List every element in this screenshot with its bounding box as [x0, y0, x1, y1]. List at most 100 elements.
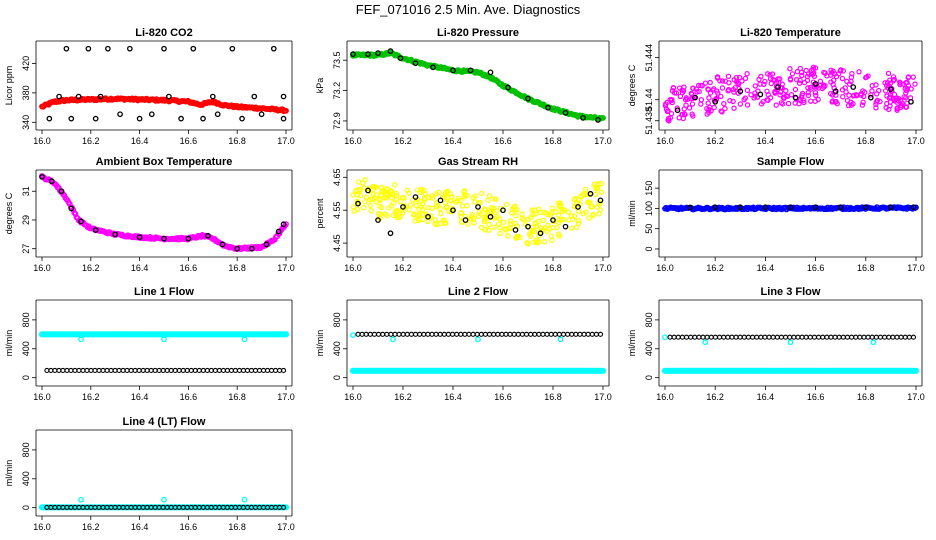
x-tick-label: 16.0 — [33, 136, 51, 146]
data-point — [161, 235, 167, 242]
data-point — [493, 196, 499, 202]
data-point — [378, 184, 385, 191]
data-point — [509, 210, 515, 216]
data-point — [373, 192, 380, 198]
data-point — [280, 115, 287, 122]
x-tick-label: 16.6 — [494, 136, 512, 146]
y-tick-label: 800 — [21, 312, 31, 327]
data-point — [96, 367, 102, 373]
data-point — [750, 334, 756, 340]
data-point — [482, 207, 489, 213]
x-tick-label: 16.4 — [757, 392, 775, 402]
x-tick-label: 16.0 — [344, 392, 362, 402]
y-tick-label: 51.438 — [644, 107, 654, 135]
data-point — [491, 331, 497, 337]
panel-3: Li-820 Temperature 16.0 16.2 16.4 16.6 16.8 17… — [627, 27, 925, 146]
panel-2: Li-820 Pressure 16.0 16.2 16.4 16.6 16.8 17.0 7… — [315, 27, 612, 146]
data-point — [583, 209, 589, 215]
data-point — [437, 331, 443, 337]
data-point — [700, 334, 706, 340]
data-point — [362, 177, 368, 183]
data-point — [390, 336, 396, 343]
data-point — [744, 102, 751, 108]
data-point — [136, 234, 143, 241]
data-point — [357, 186, 363, 193]
data-point — [812, 81, 819, 87]
data-point — [528, 331, 534, 337]
data-point — [537, 230, 544, 237]
y-tick-label: 400 — [21, 471, 31, 486]
data-point — [251, 93, 258, 100]
x-tick-label: 16.6 — [180, 136, 198, 146]
x-tick-label: 16.6 — [807, 392, 825, 402]
data-point — [503, 201, 510, 208]
data-point — [897, 104, 904, 111]
data-point — [438, 210, 444, 217]
data-point — [445, 331, 451, 337]
data-point — [370, 191, 376, 197]
data-point — [214, 111, 221, 118]
data-point — [112, 231, 119, 238]
data-point — [839, 87, 846, 93]
axes: 16.0 16.2 16.4 16.6 16.8 17.0 4.45 4.55 4.65 — [332, 169, 612, 273]
data-point — [722, 78, 729, 84]
y-tick-label: 50 — [644, 224, 654, 234]
data-point — [562, 109, 569, 116]
data-point — [840, 334, 846, 340]
data-point — [549, 205, 556, 211]
data-point — [777, 89, 784, 95]
data-point — [44, 367, 50, 373]
data-point — [772, 89, 778, 95]
data-point — [378, 192, 384, 198]
data-point — [280, 221, 287, 228]
x-tick-label: 16.4 — [444, 136, 462, 146]
data-point — [910, 74, 916, 80]
data-point — [363, 194, 369, 200]
data-point — [272, 367, 279, 373]
data-point — [390, 212, 397, 219]
data-point — [569, 331, 575, 337]
data-point — [283, 107, 289, 114]
data-point — [403, 204, 409, 210]
data-point — [282, 504, 290, 511]
data-point — [778, 334, 784, 340]
data-point — [808, 98, 814, 104]
data-point — [674, 107, 681, 114]
plot-area — [39, 173, 289, 253]
data-point — [72, 367, 78, 373]
data-point — [599, 367, 607, 374]
x-tick-label: 16.8 — [544, 392, 562, 402]
data-point — [683, 102, 689, 108]
data-point — [487, 213, 494, 220]
data-point — [228, 367, 234, 373]
data-point — [575, 218, 582, 224]
x-tick-label: 16.8 — [857, 392, 875, 402]
data-point — [400, 204, 406, 210]
data-point — [565, 331, 571, 337]
data-point — [397, 55, 404, 62]
data-point — [482, 226, 489, 233]
data-point — [281, 504, 287, 511]
data-point — [816, 334, 822, 340]
data-point — [64, 367, 70, 373]
y-tick-label: 800 — [644, 312, 654, 327]
data-point — [433, 331, 439, 337]
data-point — [100, 367, 106, 373]
data-point — [270, 45, 277, 52]
data-point — [902, 334, 908, 340]
data-point — [478, 331, 484, 337]
y-tick-label: 29 — [21, 215, 31, 225]
plot-area — [349, 331, 607, 374]
data-point — [112, 367, 118, 373]
data-point — [580, 115, 586, 121]
data-point — [549, 237, 555, 244]
data-point — [813, 92, 819, 99]
data-point — [478, 224, 485, 231]
data-point — [679, 111, 685, 118]
data-point — [63, 45, 70, 52]
data-point — [898, 97, 904, 104]
panel-title: Line 1 Flow — [134, 286, 194, 298]
data-point — [459, 203, 466, 209]
data-point — [404, 187, 410, 194]
